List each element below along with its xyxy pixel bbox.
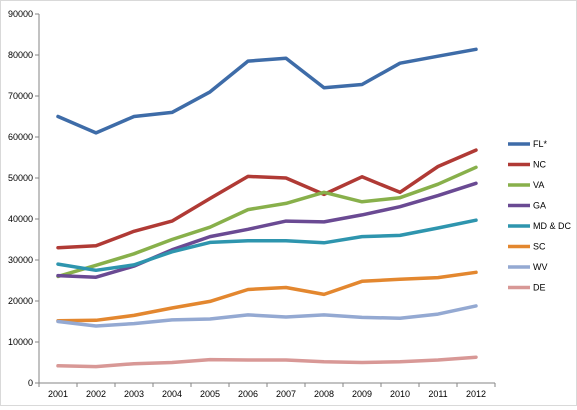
legend-label: SC	[533, 242, 546, 252]
series-line-fl	[56, 47, 478, 135]
legend-item: SC	[508, 242, 546, 252]
series-layer	[56, 47, 478, 369]
y-tick-label: 80000	[8, 50, 33, 60]
y-tick-label: 40000	[8, 214, 33, 224]
x-tick-label: 2005	[200, 389, 220, 399]
x-tick-label: 2001	[48, 389, 68, 399]
legend-label: WV	[533, 262, 548, 272]
series-line-ga	[56, 181, 478, 279]
legend-item: VA	[508, 180, 544, 190]
legend-item: MD & DC	[508, 221, 572, 231]
y-tick-label: 20000	[8, 296, 33, 306]
legend-label: DE	[533, 283, 546, 293]
series-line-va	[56, 165, 478, 279]
x-tick-label: 2010	[390, 389, 410, 399]
legend-label: NC	[533, 160, 546, 170]
legend: FL* NC VA GA MD & DC SC WV DE	[508, 139, 572, 293]
x-tick-label: 2006	[238, 389, 258, 399]
y-tick-label: 50000	[8, 173, 33, 183]
legend-item: DE	[508, 283, 546, 293]
x-tick-label: 2009	[352, 389, 372, 399]
x-axis: 2001 2002 2003 2004 2005 2006 2007 2008 2009 2010…	[38, 382, 496, 399]
y-tick-label: 10000	[8, 337, 33, 347]
y-axis: 0 10000 20000 30000 40000 50000 60000 70000 8000…	[8, 9, 40, 388]
legend-item: WV	[508, 262, 548, 272]
x-tick-label: 2007	[276, 389, 296, 399]
y-tick-label: 70000	[8, 91, 33, 101]
y-tick-label: 30000	[8, 255, 33, 265]
legend-label: GA	[533, 201, 546, 211]
y-tick-label: 90000	[8, 9, 33, 19]
legend-label: FL*	[533, 139, 548, 149]
x-tick-label: 2012	[466, 389, 486, 399]
x-tick-label: 2008	[314, 389, 334, 399]
x-tick-label: 2011	[428, 389, 447, 399]
series-line-de	[56, 355, 478, 369]
legend-label: VA	[533, 180, 544, 190]
x-tick-label: 2004	[162, 389, 182, 399]
legend-item: FL*	[508, 139, 548, 149]
x-tick-label: 2003	[124, 389, 144, 399]
y-tick-label: 0	[28, 378, 33, 388]
series-line-md-dc	[56, 218, 478, 273]
series-line-wv	[56, 304, 478, 328]
series-line-sc	[56, 270, 478, 323]
series-line-nc	[56, 148, 478, 250]
y-tick-label: 60000	[8, 132, 33, 142]
legend-label: MD & DC	[533, 221, 572, 231]
legend-item: GA	[508, 201, 546, 211]
legend-item: NC	[508, 160, 546, 170]
x-tick-label: 2002	[86, 389, 106, 399]
